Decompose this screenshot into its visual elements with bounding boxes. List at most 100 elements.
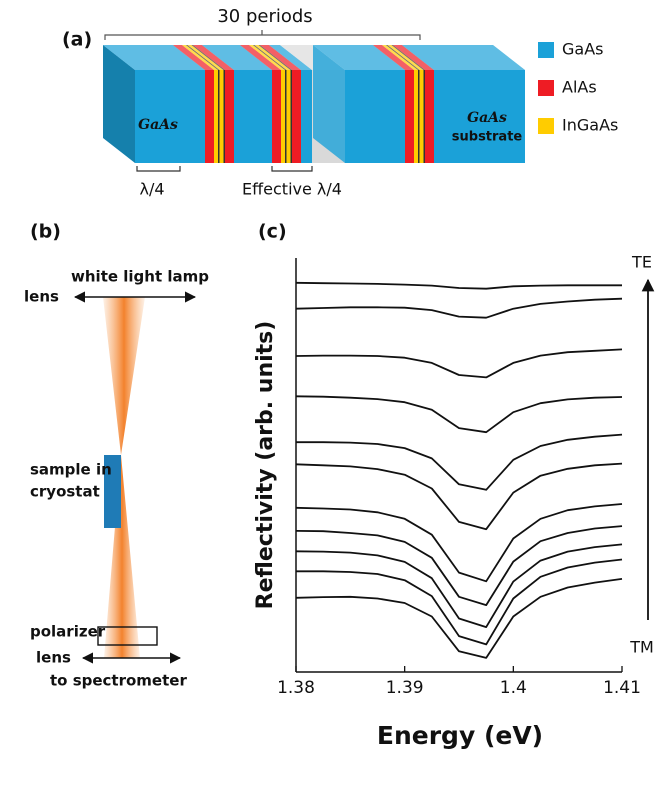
layer-top-shade bbox=[249, 45, 285, 70]
reflectivity-curve bbox=[295, 395, 623, 434]
layer-top bbox=[373, 45, 414, 70]
layer-top-shade bbox=[202, 45, 272, 70]
layer bbox=[272, 70, 281, 163]
lens-label: lens bbox=[36, 649, 71, 667]
layer-top-shade bbox=[387, 45, 424, 70]
layer bbox=[419, 70, 424, 163]
layer-top-shade bbox=[253, 45, 287, 70]
lens-label: lens bbox=[24, 288, 59, 306]
layer bbox=[205, 70, 214, 163]
substrate-label: substrate bbox=[452, 130, 523, 145]
layer-top-shade bbox=[186, 45, 220, 70]
sample-label: cryostat bbox=[30, 483, 100, 501]
layer bbox=[214, 70, 218, 163]
substrate-label: GaAs bbox=[467, 110, 507, 126]
layer-top bbox=[382, 45, 418, 70]
reflectivity-curve bbox=[295, 348, 623, 379]
layer bbox=[234, 70, 272, 163]
layer-top bbox=[402, 45, 525, 70]
layer-top bbox=[249, 45, 285, 70]
x-tick-label: 1.41 bbox=[603, 678, 641, 698]
x-axis-title: Energy (eV) bbox=[377, 721, 543, 750]
panel-label: (c) bbox=[258, 221, 287, 243]
panel-label: (b) bbox=[30, 221, 61, 243]
sample bbox=[104, 455, 121, 528]
spectrometer-label: to spectrometer bbox=[50, 672, 187, 690]
layer-top bbox=[393, 45, 434, 70]
layer-label: GaAs bbox=[138, 117, 178, 133]
layer bbox=[405, 70, 414, 163]
bracket bbox=[271, 166, 313, 172]
layer bbox=[425, 70, 434, 163]
layer-top bbox=[202, 45, 272, 70]
layer-top bbox=[240, 45, 281, 70]
periods-bracket bbox=[104, 30, 421, 40]
layer-top bbox=[193, 45, 234, 70]
layer bbox=[281, 70, 285, 163]
layer bbox=[345, 70, 405, 163]
layer-top bbox=[313, 45, 405, 70]
beam bbox=[104, 455, 140, 658]
layer-top bbox=[258, 45, 292, 70]
layer-top-shade bbox=[182, 45, 218, 70]
legend-swatch bbox=[538, 118, 554, 134]
panel-c: (c) Reflectivity (arb. units) Energy (eV… bbox=[253, 221, 655, 750]
layer-top bbox=[186, 45, 220, 70]
layer-top-shade bbox=[393, 45, 434, 70]
layer-top bbox=[182, 45, 218, 70]
reflectivity-curve bbox=[295, 543, 623, 628]
layer-top-shade bbox=[103, 45, 205, 70]
layer bbox=[290, 70, 292, 163]
legend-label: InGaAs bbox=[562, 116, 618, 135]
layer-top bbox=[173, 45, 214, 70]
layer bbox=[218, 70, 220, 163]
layer-top bbox=[391, 45, 425, 70]
block-side bbox=[313, 45, 345, 163]
layer-top bbox=[386, 45, 420, 70]
lamp-label: white light lamp bbox=[71, 268, 209, 286]
legend-swatch bbox=[538, 80, 554, 96]
layer bbox=[285, 70, 287, 163]
layer-top-shade bbox=[313, 45, 405, 70]
layer-top-shade bbox=[187, 45, 224, 70]
effective-label: Effective λ/4 bbox=[242, 180, 342, 199]
reflectivity-curve bbox=[296, 558, 623, 646]
reflectivity-curve bbox=[295, 503, 623, 583]
layer-top-shade bbox=[391, 45, 425, 70]
y-axis-title: Reflectivity (arb. units) bbox=[253, 321, 278, 610]
panel-b: (b) white light lamp lens sample in cryo… bbox=[24, 221, 209, 690]
layer-top bbox=[191, 45, 225, 70]
layer bbox=[292, 70, 301, 163]
layer bbox=[434, 70, 525, 163]
annotation: TE bbox=[631, 253, 652, 272]
panel-label: (a) bbox=[62, 29, 92, 51]
x-tick-label: 1.38 bbox=[277, 678, 315, 698]
reflectivity-curve bbox=[295, 578, 623, 659]
panel-a: (a) 30 periods λ/4 Effective λ/4 GaAs GaA… bbox=[62, 6, 618, 199]
layer-top-shade bbox=[258, 45, 292, 70]
polarizer bbox=[97, 626, 158, 646]
reflectivity-curve bbox=[296, 433, 623, 491]
slab-side bbox=[103, 45, 135, 163]
x-tick-label: 1.39 bbox=[386, 678, 424, 698]
layer bbox=[223, 70, 225, 163]
polarizer-label: polarizer bbox=[30, 623, 106, 641]
sample-label: sample in bbox=[30, 461, 112, 479]
layer-top bbox=[187, 45, 224, 70]
beam bbox=[103, 297, 145, 455]
layer-top-shade bbox=[373, 45, 414, 70]
layer bbox=[286, 70, 291, 163]
periods-label: 30 periods bbox=[217, 6, 312, 27]
legend-label: AlAs bbox=[562, 78, 597, 97]
layer bbox=[414, 70, 418, 163]
layer bbox=[219, 70, 224, 163]
layer-top-shade bbox=[260, 45, 301, 70]
layer bbox=[423, 70, 425, 163]
layer bbox=[225, 70, 234, 163]
layer-top-shade bbox=[193, 45, 234, 70]
layer-top bbox=[253, 45, 287, 70]
layer-top bbox=[254, 45, 291, 70]
reflectivity-curve bbox=[295, 462, 623, 531]
